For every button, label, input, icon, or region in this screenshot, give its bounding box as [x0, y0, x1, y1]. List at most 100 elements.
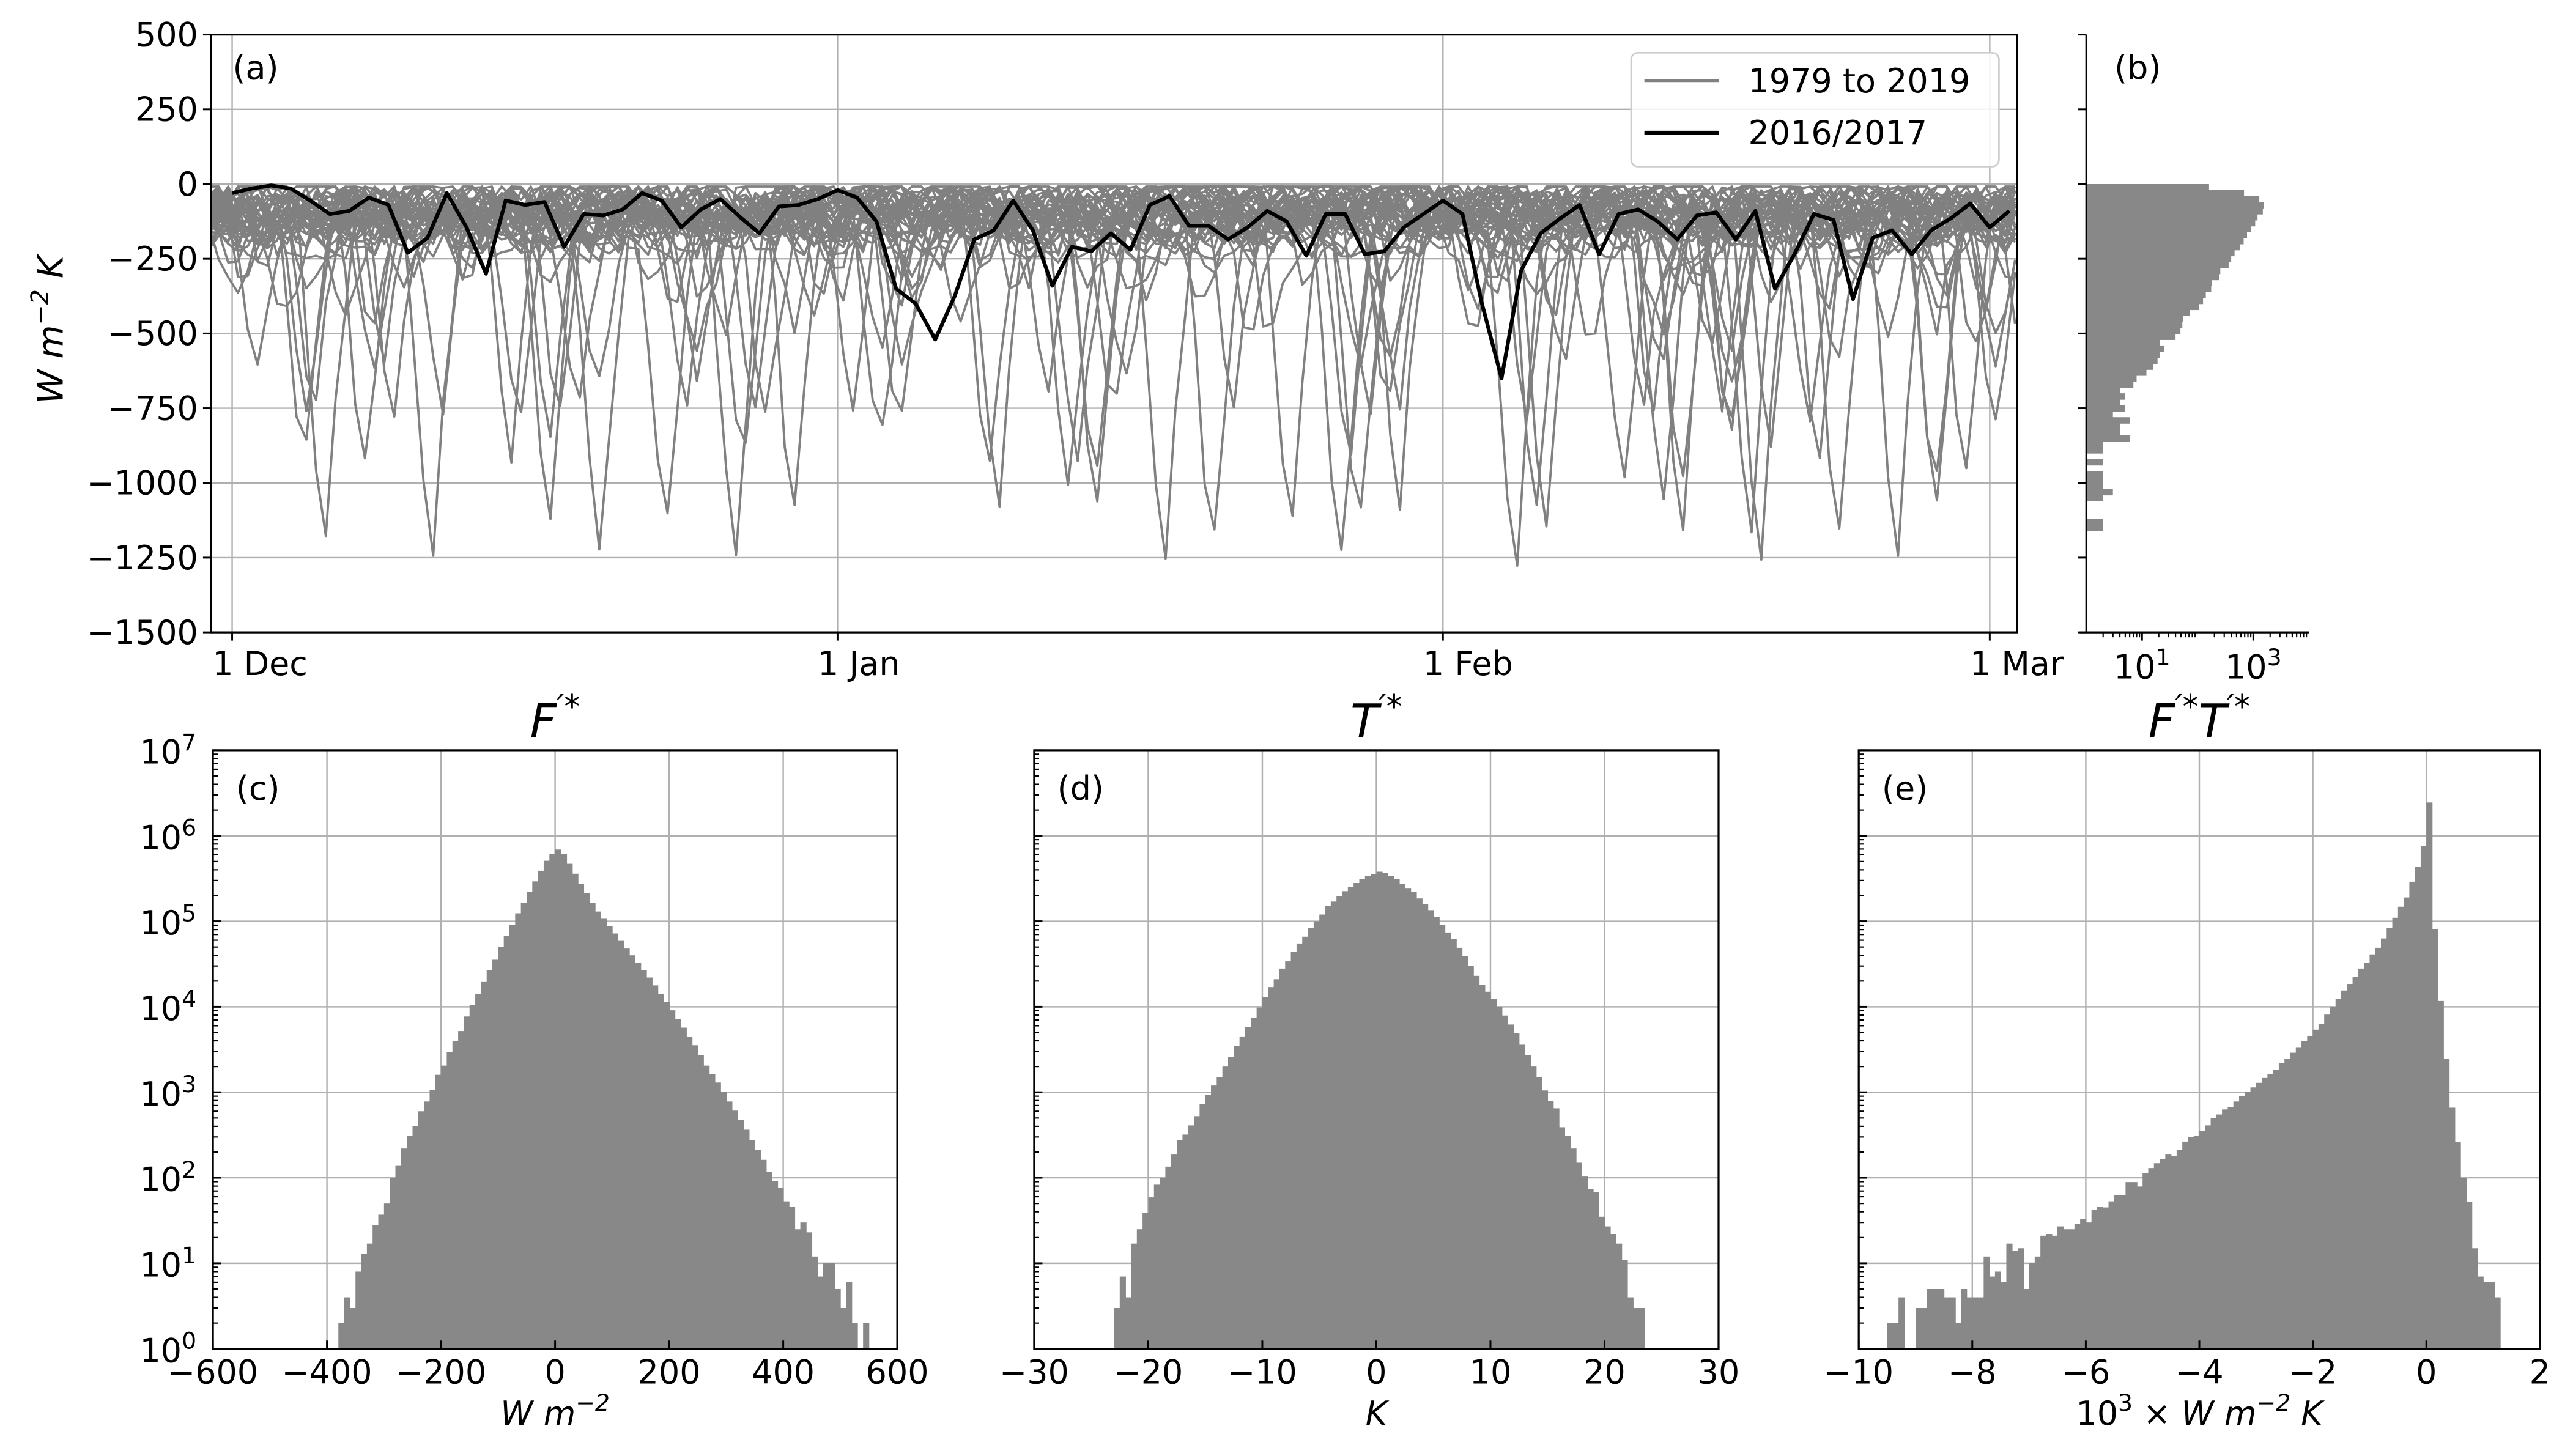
y-axis-label: W m−2 K — [26, 253, 72, 404]
season-line — [211, 185, 2016, 421]
histogram-bar — [1422, 904, 1429, 1349]
histogram-bar — [2086, 489, 2113, 496]
superscript: −2 — [2256, 1389, 2290, 1416]
panel-title: T′* — [1350, 689, 1402, 748]
histogram-bar — [2307, 1035, 2314, 1349]
histogram-bar — [1376, 871, 1383, 1349]
histogram-bar — [2040, 1235, 2047, 1349]
label-text: K — [1366, 1394, 1390, 1433]
histogram-bar — [2086, 327, 2181, 334]
histogram-bar — [401, 1148, 407, 1349]
histogram-bar — [726, 1101, 733, 1349]
histogram-bar — [2262, 1077, 2268, 1349]
histogram-bar — [1313, 921, 1320, 1349]
histogram-bar — [2471, 1248, 2478, 1349]
histogram-bar — [1582, 1176, 1588, 1349]
histogram-bar — [1621, 1260, 1628, 1349]
histogram-bar — [1136, 1229, 1143, 1349]
histogram-bar — [407, 1136, 413, 1349]
xtick-label: −600 — [168, 1353, 258, 1391]
histogram-bar — [2086, 226, 2252, 233]
histogram-bar — [458, 1031, 465, 1349]
histogram-bar — [1131, 1243, 1138, 1349]
histogram-bar — [2086, 196, 2260, 203]
histogram-bar — [1347, 887, 1354, 1349]
histogram-bar — [594, 911, 602, 1349]
histogram-bar — [1165, 1166, 1172, 1349]
histogram-bar — [788, 1207, 796, 1349]
histogram-bar — [760, 1159, 767, 1349]
xtick-label: 101 — [2114, 644, 2171, 687]
histogram-bar — [829, 1263, 835, 1349]
tick-exponent: 3 — [182, 1071, 196, 1098]
ytick-label: −750 — [108, 389, 198, 427]
legend-label: 1979 to 2019 — [1749, 62, 1971, 100]
histogram-bar — [794, 1229, 801, 1349]
histogram-bar — [2001, 1282, 2007, 1349]
histogram-bar — [2358, 968, 2364, 1349]
histogram-bar — [2227, 1107, 2234, 1349]
histogram-bar — [646, 977, 653, 1349]
histogram-bar — [2086, 387, 2120, 394]
tick-exponent: 4 — [182, 985, 196, 1012]
panel-d: −30 −20 −10 0 10 20 30 (d) T′* K — [999, 689, 1739, 1433]
histogram-bar — [766, 1172, 772, 1349]
histogram-bar — [2006, 1243, 2013, 1349]
histogram-bar — [1268, 987, 1275, 1349]
histogram-bar — [1319, 914, 1326, 1349]
histogram-bar — [1638, 1308, 1645, 1349]
histogram-bar — [1898, 1297, 1905, 1349]
histogram-bar — [2063, 1229, 2070, 1349]
histogram-bar — [1296, 943, 1303, 1349]
histogram-bar — [2086, 232, 2247, 238]
season-line — [211, 190, 2016, 560]
histogram-bar — [2086, 441, 2103, 448]
histogram-bar — [2057, 1226, 2064, 1349]
histogram-bar — [2086, 291, 2206, 298]
histogram-bar — [1285, 961, 1292, 1349]
legend: 1979 to 2019 2016/2017 — [1630, 51, 2000, 168]
histogram-bar — [1553, 1108, 1560, 1349]
histogram-bar — [771, 1181, 779, 1349]
histogram-bar — [2086, 399, 2120, 406]
histogram-bar — [2029, 1263, 2035, 1349]
xtick-label: −10 — [1227, 1353, 1297, 1391]
histogram-bar — [577, 884, 585, 1349]
histogram-bar — [652, 985, 659, 1349]
panel-title: F′* — [530, 689, 580, 748]
panel-a: 500 250 0 −250 −500 −750 −1000 −1250 −1500 1 Dec 1… — [26, 16, 2064, 684]
histogram-bar — [1308, 928, 1314, 1349]
label-text: T — [2199, 694, 2231, 748]
histogram-bar — [418, 1111, 424, 1349]
histogram-bar — [2216, 1114, 2223, 1349]
histogram-bar — [2086, 345, 2164, 352]
histogram-bar — [1966, 1297, 1973, 1349]
histogram-bar — [1148, 1197, 1155, 1349]
histogram-bar — [589, 903, 596, 1349]
histogram-bar — [612, 933, 618, 1349]
label-text: K — [2290, 1394, 2325, 1433]
histogram-bar — [1616, 1243, 1623, 1349]
histogram-bar — [2086, 495, 2103, 501]
histogram-bar — [2086, 375, 2137, 382]
histogram-bar — [669, 1010, 676, 1349]
histogram-bar — [1227, 1057, 1235, 1349]
histogram-bar — [2136, 1186, 2144, 1349]
histogram-bar — [2086, 423, 2120, 430]
ytick-label: 104 — [139, 985, 196, 1028]
xtick-label: 10 — [1470, 1353, 1512, 1391]
season-line — [211, 185, 2016, 502]
histogram-bar — [1388, 876, 1394, 1349]
histogram-bar — [2086, 381, 2134, 388]
label-text: W m — [500, 1394, 576, 1433]
histogram-bar — [1182, 1134, 1189, 1349]
histogram-bar — [2494, 1297, 2501, 1349]
season-line — [211, 185, 2016, 528]
histogram-bar — [777, 1188, 784, 1349]
histogram-bar — [566, 863, 573, 1349]
panel-title: F′*T′* — [2149, 689, 2250, 748]
histogram-bar — [2420, 846, 2427, 1349]
histogram-bar — [1177, 1140, 1183, 1349]
histogram-bars — [1114, 871, 1645, 1349]
histogram-bar — [1262, 997, 1269, 1349]
